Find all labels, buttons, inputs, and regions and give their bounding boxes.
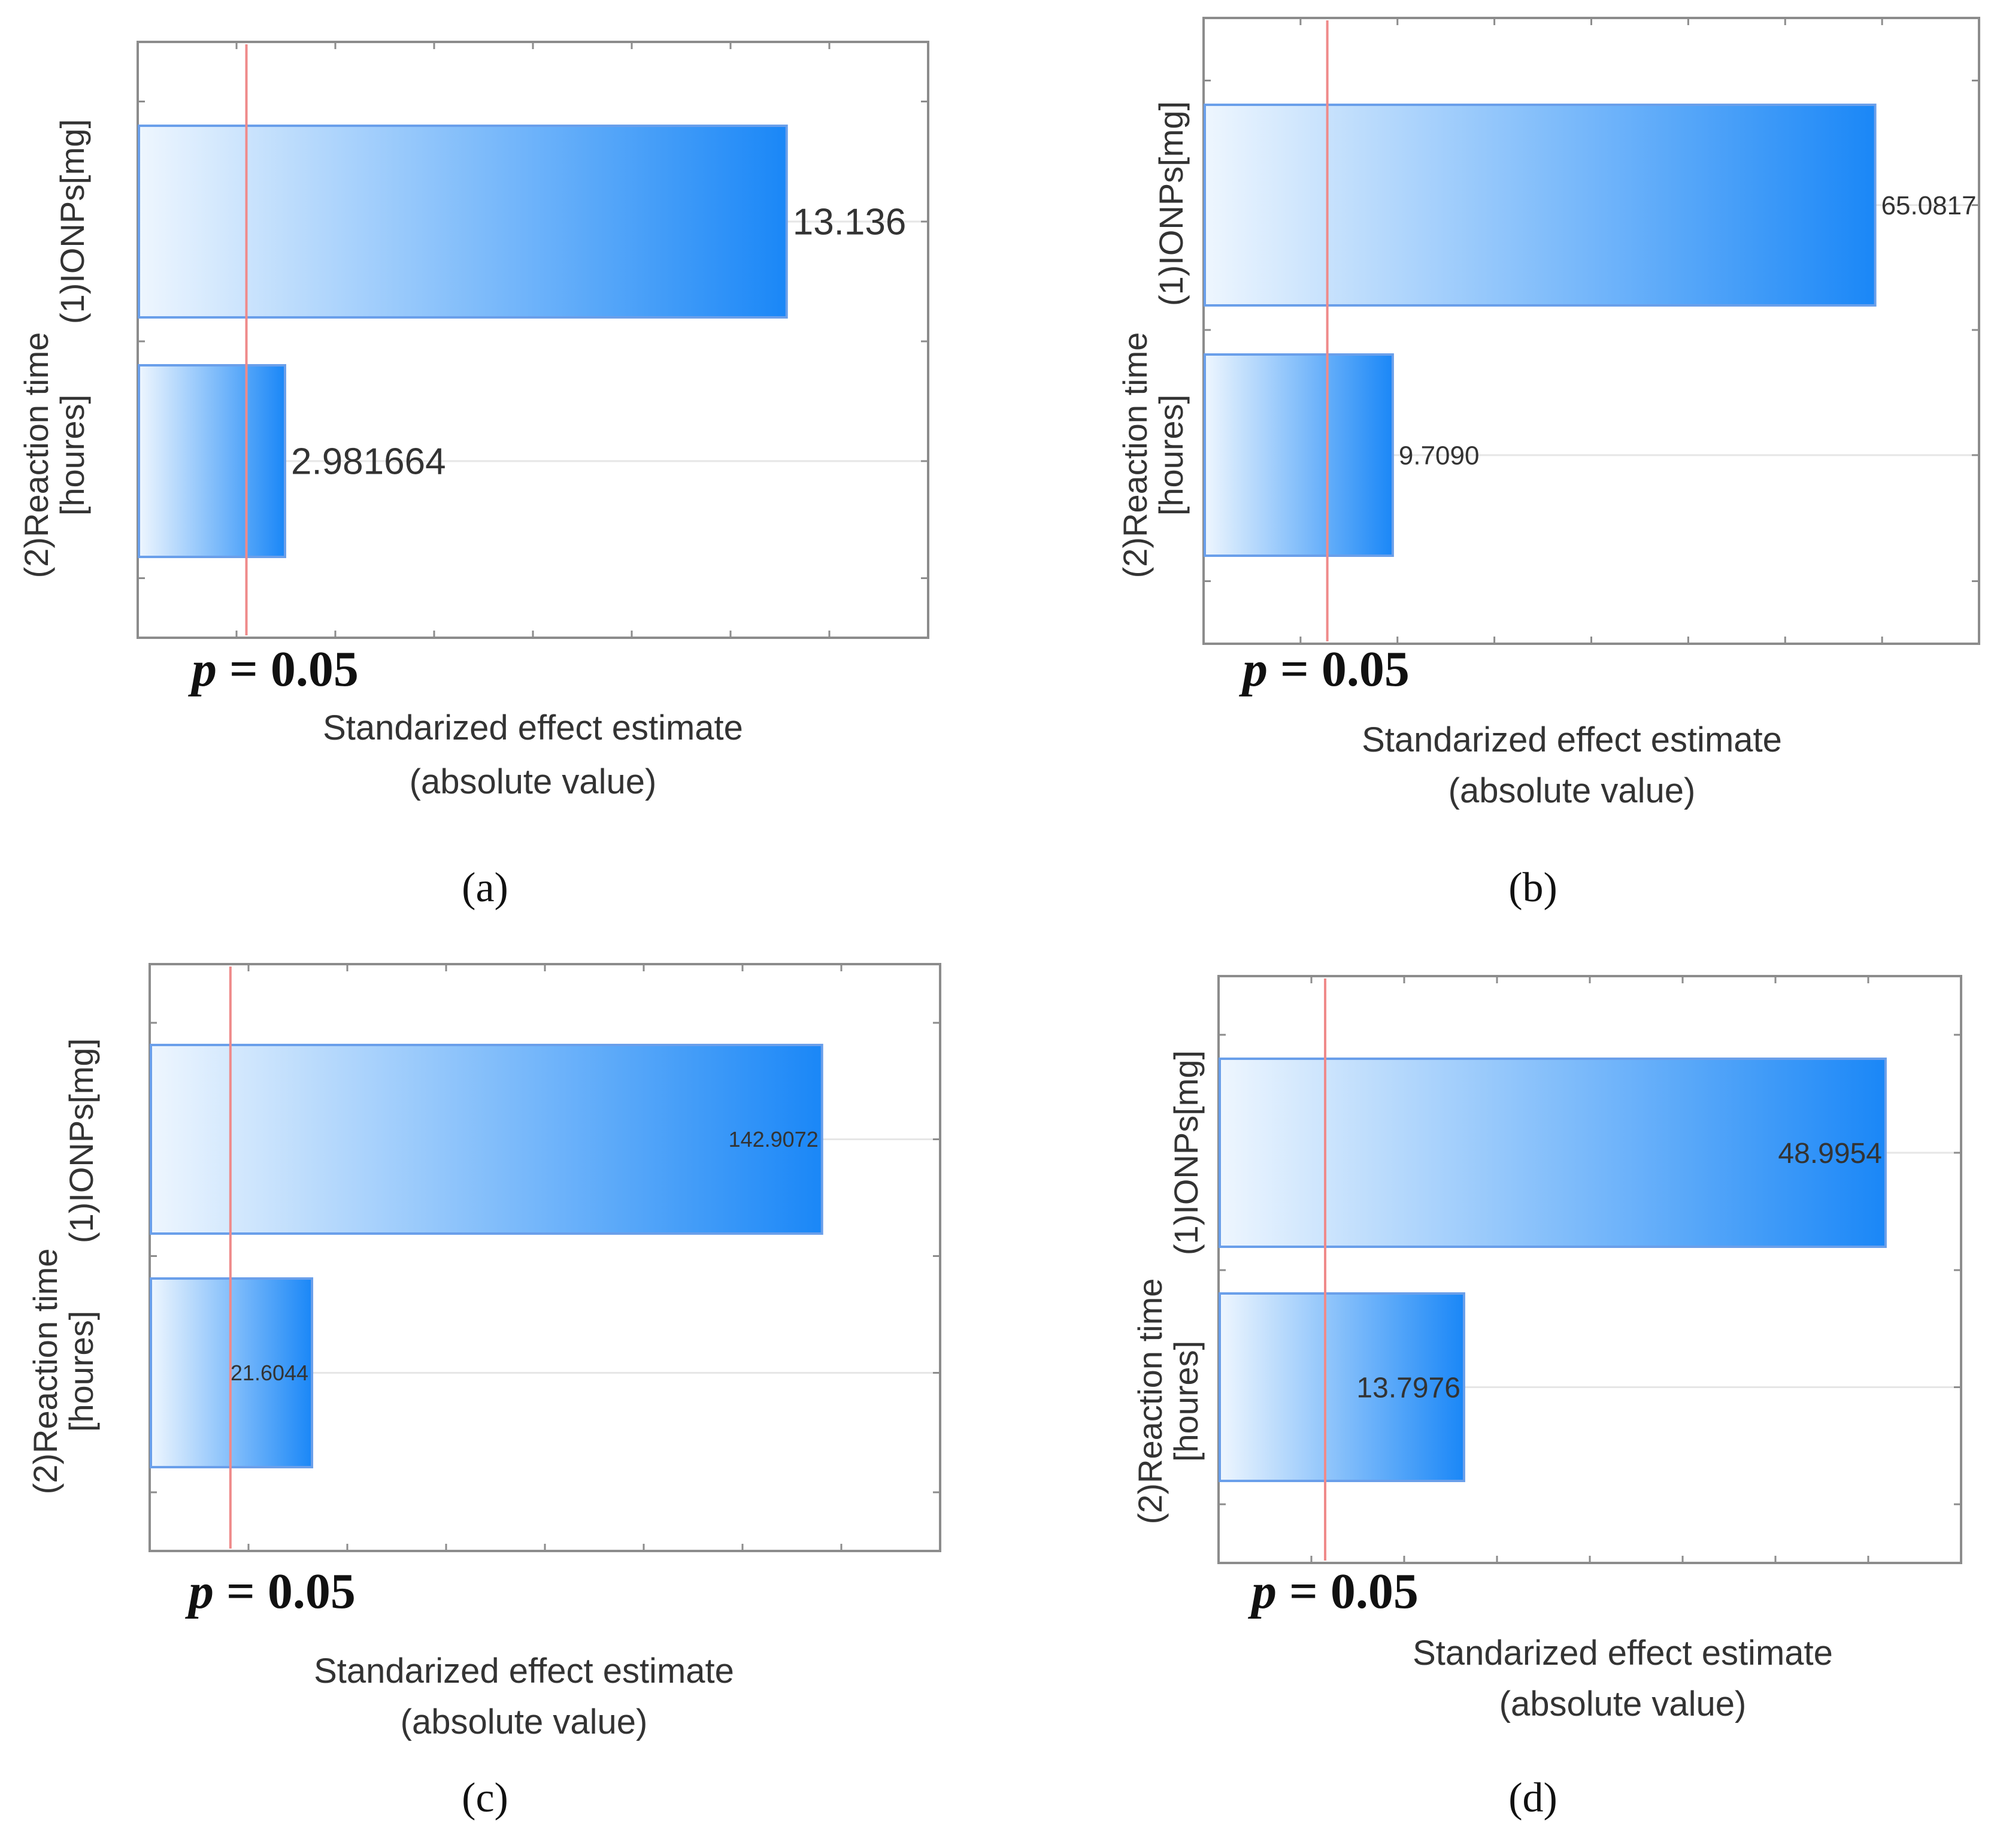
p-value-label: p = 0.05 (185, 1564, 356, 1619)
category-label: (2)Reaction time (17, 332, 55, 578)
chart-panel-c: 142.9072 21.6044 (1)IONPs[mg] (2)Reaction t… (26, 963, 941, 1821)
bar-value-label: 13.7976 (1356, 1372, 1460, 1404)
x-axis-label: Standarized effect estimate (323, 708, 743, 747)
bar-ionps (1204, 104, 1877, 307)
panel-label: (b) (1508, 865, 1557, 911)
category-label: (2)Reaction time (1131, 1279, 1169, 1525)
x-axis-label: Standarized effect estimate (1362, 720, 1782, 759)
x-axis-label: Standarized effect estimate (1413, 1634, 1833, 1673)
panel-label: (a) (462, 865, 508, 911)
category-label: (1)IONPs[mg] (1152, 101, 1190, 306)
bar-reaction-time (1204, 353, 1394, 557)
category-label: (2)Reaction time (26, 1249, 64, 1495)
bar-reaction-time (1219, 1292, 1465, 1482)
chart-panel-b: 65.0817 9.7090 (1)IONPs[mg] (2)Reaction tim… (1116, 17, 1980, 911)
bar-ionps (1219, 1058, 1887, 1248)
bar-value-label: 65.0817 (1881, 191, 1977, 220)
bar-value-label: 2.981664 (291, 441, 446, 483)
bar-value-label: 21.6044 (231, 1361, 308, 1385)
category-label: (1)IONPs[mg] (1167, 1050, 1205, 1255)
bar-ionps (150, 1044, 823, 1235)
bar-reaction-time (138, 364, 286, 558)
category-label: [houres] (1152, 395, 1190, 516)
x-axis-label: Standarized effect estimate (314, 1652, 734, 1691)
category-label: (1)IONPs[mg] (53, 119, 91, 324)
bar-value-label: 48.9954 (1778, 1138, 1882, 1170)
panel-label: (c) (462, 1775, 508, 1821)
category-label: [houres] (53, 395, 91, 516)
bar-ionps (138, 125, 788, 319)
bar-value-label: 142.9072 (729, 1127, 819, 1152)
x-axis-label: (absolute value) (410, 762, 657, 801)
x-axis-label: (absolute value) (1499, 1685, 1747, 1723)
p-value-label: p = 0.05 (1239, 641, 1410, 697)
category-label: (1)IONPs[mg] (62, 1038, 100, 1243)
bar-value-label: 13.136 (793, 202, 907, 243)
chart-panel-d: 48.9954 13.7976 (1)IONPs[mg] (2)Reaction ti… (1131, 975, 1962, 1821)
category-label: (2)Reaction time (1116, 332, 1154, 578)
category-label: [houres] (62, 1311, 100, 1432)
x-axis-label: (absolute value) (1448, 771, 1696, 810)
p-value-label: p = 0.05 (188, 641, 359, 697)
bar-value-label: 9.7090 (1399, 441, 1480, 470)
p-value-label: p = 0.05 (1248, 1564, 1419, 1619)
panel-label: (d) (1508, 1775, 1557, 1821)
x-axis-label: (absolute value) (401, 1702, 648, 1741)
category-label: [houres] (1167, 1341, 1205, 1462)
chart-panel-a: 13.136 2.981664 (1)IONPs[mg] (2)Reaction ti… (17, 41, 929, 911)
